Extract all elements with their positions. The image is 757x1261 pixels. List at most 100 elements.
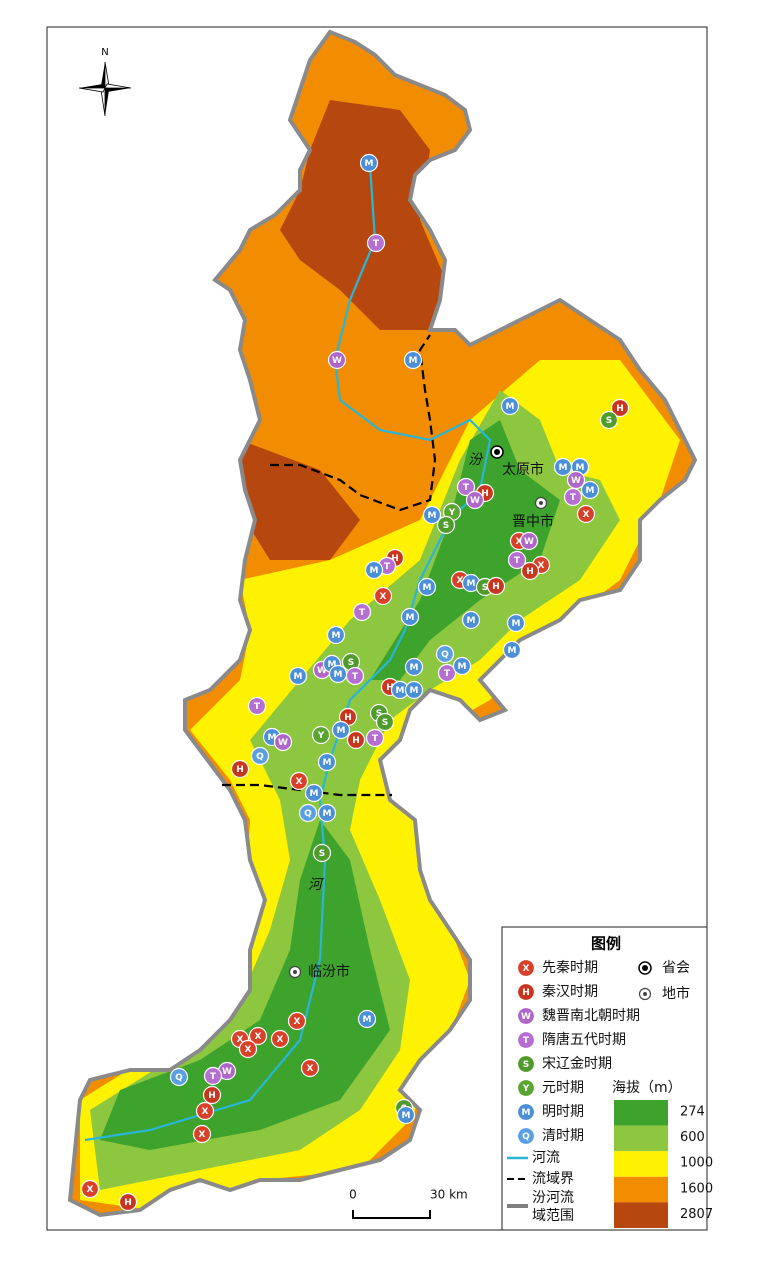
site-symbol [519,531,539,551]
basin-outline [67,29,698,1218]
site-letter: Y [317,731,325,741]
elevation-swatch [614,1176,668,1203]
site-symbol [80,1179,100,1199]
legend-title: 图例 [591,935,621,953]
elevation-tick-label: 1600 [680,1181,713,1196]
site-symbol [311,725,331,745]
site-symbol [516,982,536,1002]
site-symbol [516,958,536,978]
basin-divide [270,334,437,512]
site-letter: M [370,566,379,576]
site-symbol [317,803,337,823]
site-letter: X [245,1045,252,1055]
elevation-tick-label: 600 [680,1130,705,1145]
site-marker: Q [298,803,318,823]
site-symbol [580,480,600,500]
site-symbol [373,586,393,606]
elevation-title: 海拔（m） [612,1080,682,1096]
scale-label: 30 km [430,1188,468,1202]
elevation-tick-label: 2807 [680,1207,713,1222]
elevation-zone [280,100,450,330]
site-marker: M [417,577,437,597]
site-marker: H [230,759,250,779]
site-symbol [500,396,520,416]
site-marker: T [366,233,386,253]
site-symbol [516,1054,536,1074]
site-letter: T [373,239,380,249]
site-letter: W [332,356,342,366]
legend-label: 元时期 [542,1080,584,1096]
site-symbol [300,1058,320,1078]
site-letter: M [423,583,432,593]
site-symbol [400,607,420,627]
site-marker: M [328,664,348,684]
site-marker: M [404,657,424,677]
site-symbol [169,1067,189,1087]
site-letter: H [236,765,244,775]
site-letter: T [372,734,379,744]
site-letter: S [319,849,325,859]
site-marker: T [456,477,476,497]
site-marker: M [452,656,472,676]
site-symbol [270,1029,290,1049]
legend-label: 宋辽金时期 [542,1056,612,1072]
site-symbol [403,350,423,370]
city-label: 晋中市 [512,513,554,530]
site-marker: Q [516,1126,536,1146]
site-marker: X [373,586,393,606]
site-letter: X [583,510,590,520]
site-symbol [359,153,379,173]
site-symbol [352,602,372,622]
elevation-zone [240,440,360,560]
site-symbol [520,561,540,581]
site-letter: X [516,537,523,547]
site-marker: M [304,783,324,803]
site-marker: Y [311,725,331,745]
site-marker: X [576,504,596,524]
site-letter: T [523,1036,530,1046]
site-marker: Q [435,644,455,664]
site-letter: M [406,613,415,623]
site-letter: T [570,493,577,503]
site-letter: X [380,592,387,602]
site-symbol [599,410,619,430]
site-symbol [563,487,583,507]
site-marker: T [437,663,457,683]
site-letter: T [514,556,521,566]
site-marker: M [364,560,384,580]
city-label: 太原市 [502,461,544,478]
city-symbol [643,992,647,996]
site-marker: M [422,505,442,525]
site-letter: Q [256,752,264,762]
site-letter: Q [522,1132,530,1142]
site-marker: Q [250,746,270,766]
site-symbol [289,771,309,791]
site-symbol [357,1009,377,1029]
site-symbol [238,1039,258,1059]
site-letter: Y [448,508,456,518]
site-symbol [436,515,456,535]
site-letter: X [255,1032,262,1042]
site-marker: T [247,696,267,716]
site-letter: M [586,486,595,496]
site-letter: M [508,646,517,656]
site-letter: M [409,356,418,366]
site-letter: M [467,579,476,589]
site-symbol [516,1006,536,1026]
site-marker: M [400,607,420,627]
site-symbol [365,728,385,748]
site-symbol [192,1124,212,1144]
site-marker: Y [516,1078,536,1098]
site-marker: X [195,1101,215,1121]
site-symbol [486,576,506,596]
site-symbol [456,477,476,497]
site-marker: M [317,803,337,823]
site-letter: X [202,1107,209,1117]
site-letter: M [334,670,343,680]
elevation-swatch [614,1151,668,1177]
site-marker: S [516,1054,536,1074]
site-marker: X [80,1179,100,1199]
elevation-tick-label: 1000 [680,1156,713,1171]
